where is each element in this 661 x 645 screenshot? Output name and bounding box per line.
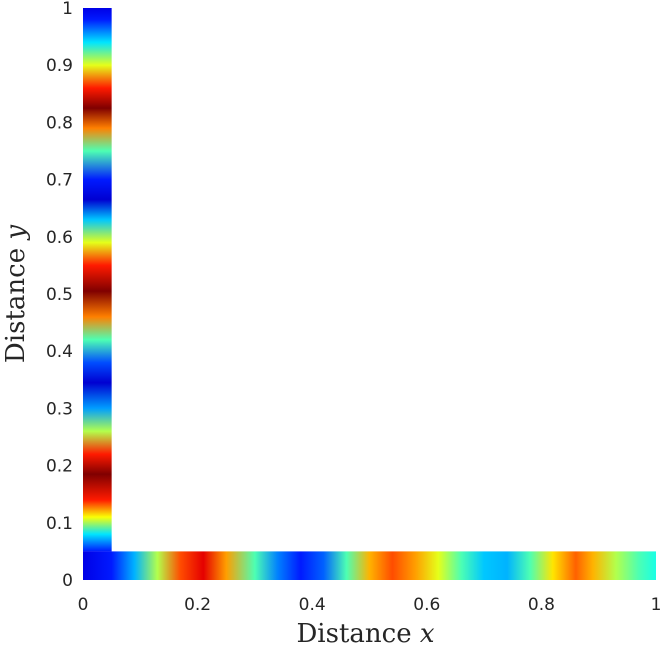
x-axis-label-text: Distance bbox=[296, 619, 411, 645]
y-axis-label-variable: y bbox=[1, 225, 31, 241]
y-axis-label-text: Distance bbox=[1, 248, 31, 363]
y-tick-label: 0.1 bbox=[46, 514, 73, 534]
y-tick-label: 0.3 bbox=[46, 399, 73, 419]
y-tick-label: 0 bbox=[62, 571, 73, 591]
x-tick-label: 0.2 bbox=[184, 595, 211, 615]
y-axis: 0 0.1 0.2 0.3 0.4 0.5 0.6 0.7 0.8 0.9 1 bbox=[46, 0, 73, 591]
x-tick-label: 0.8 bbox=[528, 595, 555, 615]
x-tick-label: 0 bbox=[78, 595, 89, 615]
y-axis-label: Distance y bbox=[1, 225, 31, 363]
y-tick-label: 1 bbox=[62, 0, 73, 19]
x-axis-label: Distance x bbox=[296, 619, 434, 645]
y-tick-label: 0.6 bbox=[46, 228, 73, 248]
y-tick-label: 0.7 bbox=[46, 171, 73, 191]
y-tick-label: 0.4 bbox=[46, 342, 73, 362]
x-tick-label: 0.4 bbox=[299, 595, 326, 615]
y-tick-label: 0.5 bbox=[46, 285, 73, 305]
x-axis-label-variable: x bbox=[420, 619, 435, 645]
y-tick-label: 0.8 bbox=[46, 113, 73, 133]
heatmap-region-horizontal-arm bbox=[83, 551, 656, 580]
x-axis: 0 0.2 0.4 0.6 0.8 1 bbox=[78, 595, 661, 615]
x-tick-label: 0.6 bbox=[413, 595, 440, 615]
heatmap-region-vertical-arm bbox=[83, 8, 112, 552]
y-tick-label: 0.9 bbox=[46, 56, 73, 76]
x-tick-label: 1 bbox=[651, 595, 661, 615]
y-tick-label: 0.2 bbox=[46, 457, 73, 477]
plot-area bbox=[83, 8, 656, 580]
